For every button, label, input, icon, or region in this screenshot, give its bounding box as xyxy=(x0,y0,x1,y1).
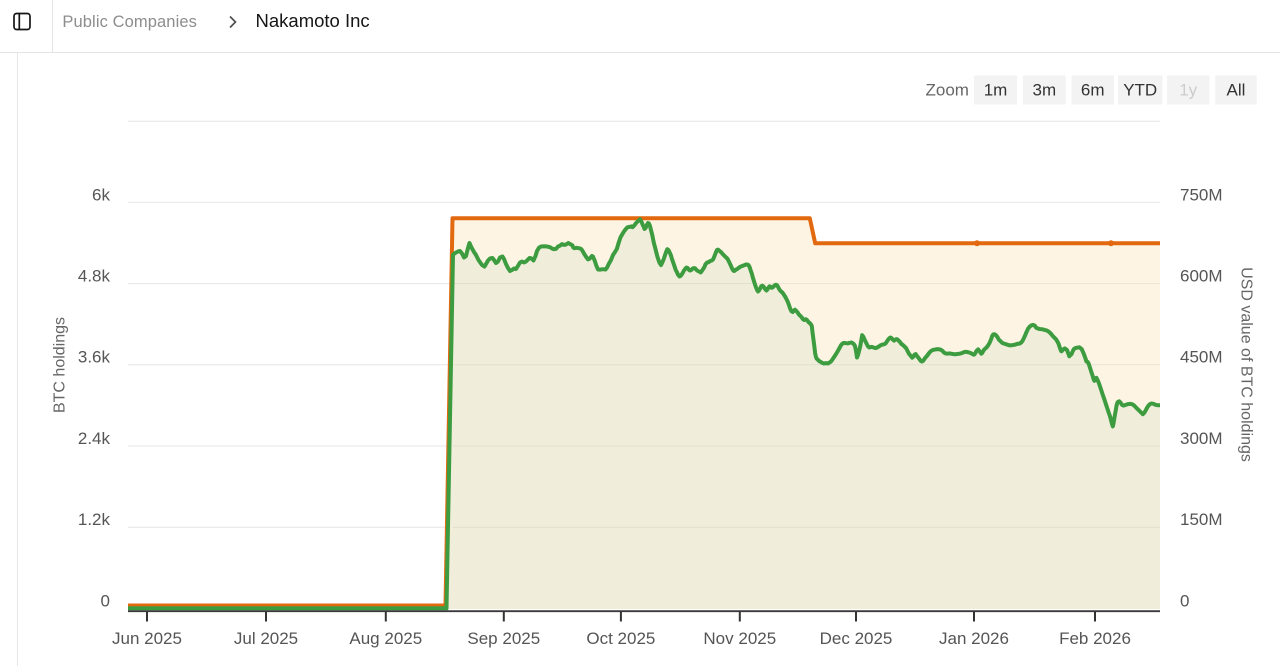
svg-text:4.8k: 4.8k xyxy=(78,267,111,286)
svg-text:750M: 750M xyxy=(1180,185,1223,204)
svg-text:1y: 1y xyxy=(1179,80,1197,99)
svg-text:6m: 6m xyxy=(1081,80,1105,99)
svg-text:Sep 2025: Sep 2025 xyxy=(467,629,540,648)
svg-text:Dec 2025: Dec 2025 xyxy=(820,629,893,648)
svg-text:Jun 2025: Jun 2025 xyxy=(112,629,182,648)
svg-text:300M: 300M xyxy=(1180,429,1223,448)
svg-text:USD value of BTC holdings: USD value of BTC holdings xyxy=(1238,267,1255,462)
svg-text:3m: 3m xyxy=(1032,80,1056,99)
svg-text:3.6k: 3.6k xyxy=(78,348,111,367)
svg-text:1.2k: 1.2k xyxy=(78,510,111,529)
svg-text:Feb 2026: Feb 2026 xyxy=(1059,629,1131,648)
svg-text:2.4k: 2.4k xyxy=(78,429,111,448)
svg-text:0: 0 xyxy=(101,592,110,611)
svg-text:Jul 2025: Jul 2025 xyxy=(234,629,298,648)
svg-text:6k: 6k xyxy=(92,185,110,204)
svg-text:YTD: YTD xyxy=(1123,80,1157,99)
svg-text:600M: 600M xyxy=(1180,267,1223,286)
svg-text:All: All xyxy=(1227,80,1246,99)
svg-text:150M: 150M xyxy=(1180,510,1223,529)
svg-text:1m: 1m xyxy=(984,80,1008,99)
svg-text:Aug 2025: Aug 2025 xyxy=(349,629,422,648)
svg-text:Nov 2025: Nov 2025 xyxy=(703,629,776,648)
svg-text:0: 0 xyxy=(1180,592,1189,611)
svg-text:BTC holdings: BTC holdings xyxy=(52,317,69,413)
svg-text:Zoom: Zoom xyxy=(926,81,969,100)
svg-text:450M: 450M xyxy=(1180,348,1223,367)
svg-text:Jan 2026: Jan 2026 xyxy=(939,629,1009,648)
svg-text:Oct 2025: Oct 2025 xyxy=(586,629,655,648)
